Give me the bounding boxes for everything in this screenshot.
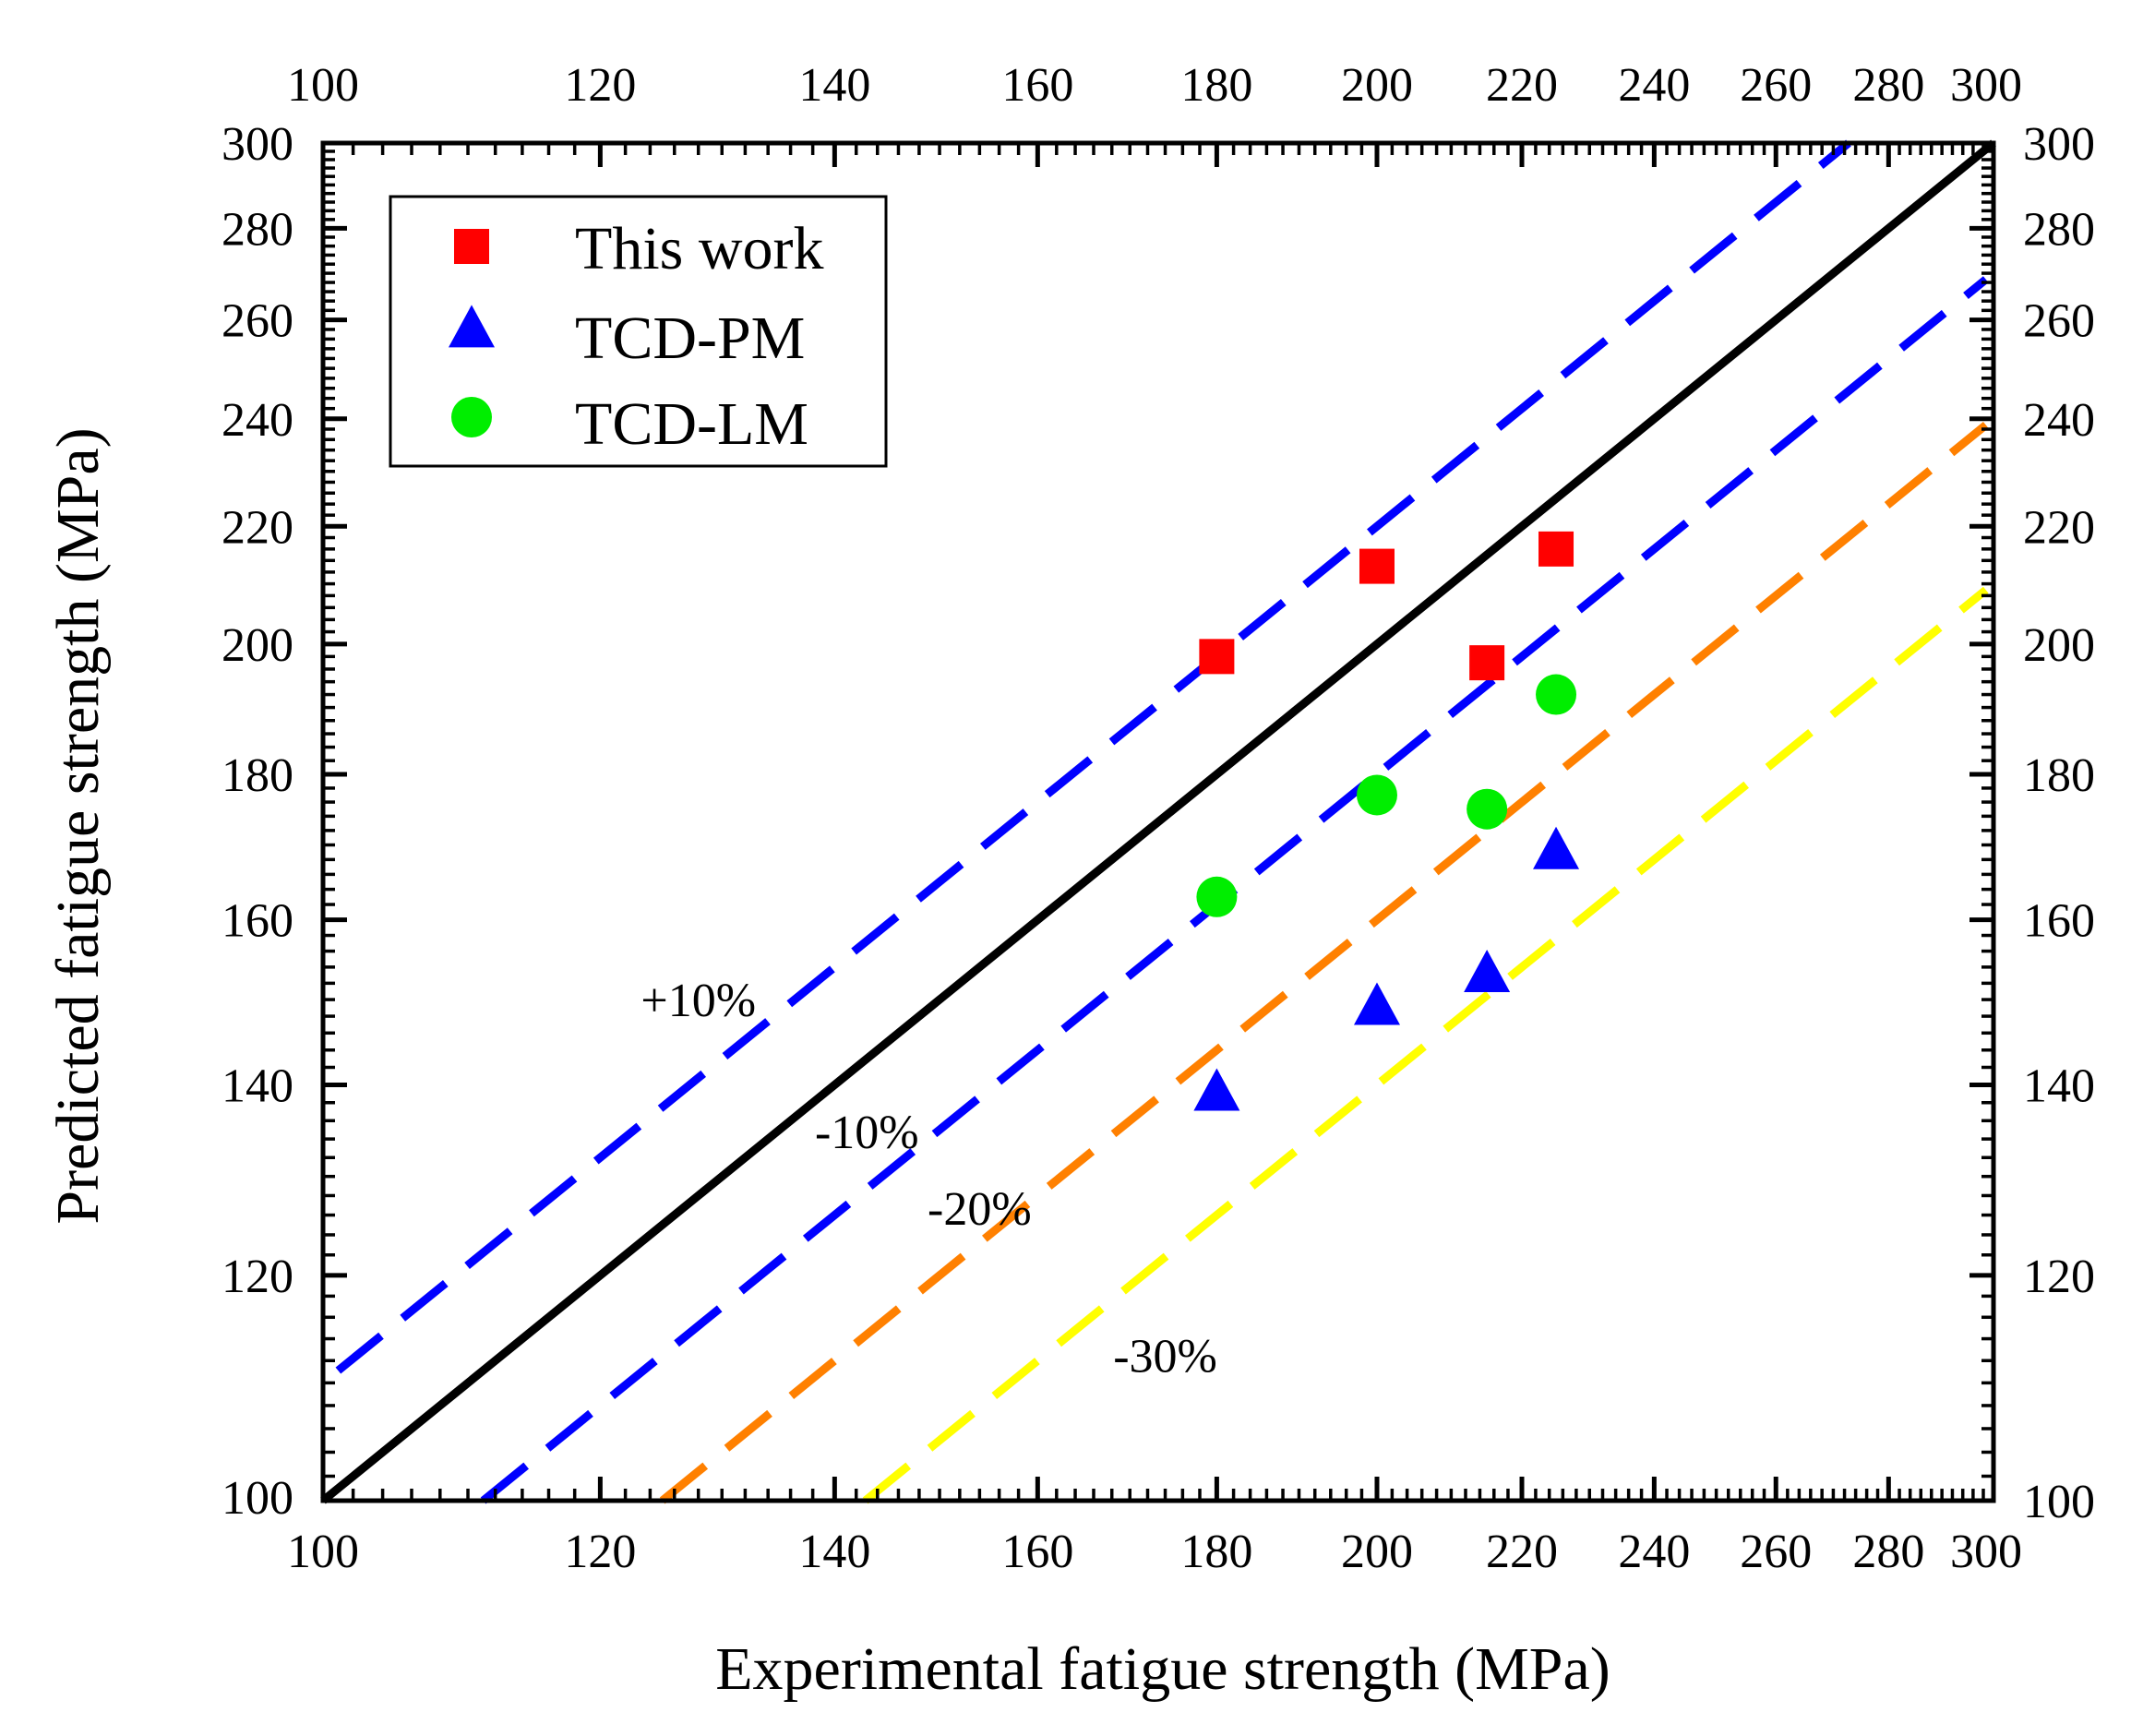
reference-line-plus10pct xyxy=(335,139,1851,1374)
x-tick-label-bottom: 100 xyxy=(287,1526,359,1578)
x-tick-label-top: 120 xyxy=(564,59,636,112)
point-this-work xyxy=(1538,531,1574,567)
x-tick-label-top: 280 xyxy=(1852,59,1924,112)
point-tcd-lm xyxy=(1536,674,1577,715)
point-tcd-lm xyxy=(1196,876,1238,917)
x-tick-label-bottom: 260 xyxy=(1740,1526,1812,1578)
legend-label-tcd-lm: TCD-LM xyxy=(575,390,808,458)
x-tick-label-bottom: 180 xyxy=(1180,1526,1252,1578)
point-tcd-pm xyxy=(1464,949,1511,992)
x-tick-label-top: 160 xyxy=(1001,59,1073,112)
legend-label-tcd-pm: TCD-PM xyxy=(575,305,805,372)
x-tick-label-bottom: 160 xyxy=(1001,1526,1073,1578)
x-tick-label-bottom: 240 xyxy=(1618,1526,1690,1578)
legend: This work TCD-PM TCD-LM xyxy=(389,195,888,468)
point-tcd-lm xyxy=(1356,774,1397,816)
y-tick-label-left: 220 xyxy=(221,501,293,554)
y-tick-label-left: 300 xyxy=(221,118,293,171)
legend-symbol-tcd-lm xyxy=(451,397,492,437)
x-tick-label-bottom: 220 xyxy=(1486,1526,1558,1578)
x-tick-label-top: 300 xyxy=(1950,59,2022,112)
reference-line-minus30pct xyxy=(862,586,1989,1504)
y-tick-label-left: 120 xyxy=(221,1251,293,1303)
x-tick-label-bottom: 300 xyxy=(1950,1526,2022,1578)
band-label-minus20pct: -20% xyxy=(928,1183,1032,1236)
x-tick-label-top: 220 xyxy=(1486,59,1558,112)
y-tick-label-right: 180 xyxy=(2023,749,2095,802)
y-tick-label-left: 180 xyxy=(221,749,293,802)
y-tick-label-left: 260 xyxy=(221,295,293,348)
point-tcd-lm xyxy=(1467,788,1508,830)
y-tick-label-left: 200 xyxy=(221,619,293,672)
y-tick-label-right: 280 xyxy=(2023,203,2095,256)
y-tick-label-right: 300 xyxy=(2023,118,2095,171)
legend-symbol-tcd-pm xyxy=(449,305,495,348)
band-label-minus10pct: -10% xyxy=(815,1107,919,1159)
reference-line-minus20pct xyxy=(659,422,1989,1504)
point-tcd-pm xyxy=(1353,982,1400,1025)
x-tick-label-bottom: 120 xyxy=(564,1526,636,1578)
y-tick-label-right: 200 xyxy=(2023,619,2095,672)
point-this-work xyxy=(1199,639,1235,675)
tick-labels: 1001001201201401401601601801802002002202… xyxy=(221,59,2095,1578)
plot-frame xyxy=(320,140,1996,1503)
reference-line-1-to-1 xyxy=(320,139,1996,1504)
y-tick-label-right: 160 xyxy=(2023,895,2095,948)
y-tick-label-left: 100 xyxy=(221,1472,293,1525)
y-tick-label-right: 100 xyxy=(2023,1476,2095,1528)
x-tick-label-bottom: 280 xyxy=(1852,1526,1924,1578)
y-tick-label-left: 280 xyxy=(221,203,293,256)
y-tick-label-right: 120 xyxy=(2023,1251,2095,1303)
band-labels: +10% -10%-20% -30% xyxy=(641,975,1216,1383)
y-tick-label-right: 260 xyxy=(2023,295,2095,348)
point-this-work xyxy=(1359,548,1395,584)
band-label-minus30pct: -30% xyxy=(1113,1330,1217,1383)
legend-label-this-work: This work xyxy=(575,215,823,282)
x-tick-label-top: 240 xyxy=(1618,59,1690,112)
y-axis-title: Predicted fatigue strength (MPa) xyxy=(44,427,112,1224)
x-axis-title: Experimental fatigue strength (MPa) xyxy=(715,1635,1610,1703)
y-tick-label-left: 160 xyxy=(221,895,293,948)
data-markers xyxy=(1193,531,1580,1111)
band-label-plus10pct: +10% xyxy=(641,975,756,1027)
y-tick-label-left: 240 xyxy=(221,394,293,447)
legend-symbol-this-work xyxy=(454,229,489,264)
x-tick-label-bottom: 200 xyxy=(1341,1526,1413,1578)
x-tick-label-top: 100 xyxy=(287,59,359,112)
x-tick-label-top: 200 xyxy=(1341,59,1413,112)
x-tick-label-bottom: 140 xyxy=(798,1526,870,1578)
legend-symbols xyxy=(449,229,495,437)
point-tcd-pm xyxy=(1533,826,1580,869)
point-tcd-pm xyxy=(1193,1068,1240,1111)
x-tick-label-top: 260 xyxy=(1740,59,1812,112)
y-tick-label-right: 140 xyxy=(2023,1060,2095,1112)
point-this-work xyxy=(1469,645,1505,681)
y-tick-label-right: 220 xyxy=(2023,501,2095,554)
x-tick-label-top: 180 xyxy=(1180,59,1252,112)
x-tick-label-top: 140 xyxy=(798,59,870,112)
y-tick-label-right: 240 xyxy=(2023,394,2095,447)
y-tick-label-left: 140 xyxy=(221,1060,293,1112)
